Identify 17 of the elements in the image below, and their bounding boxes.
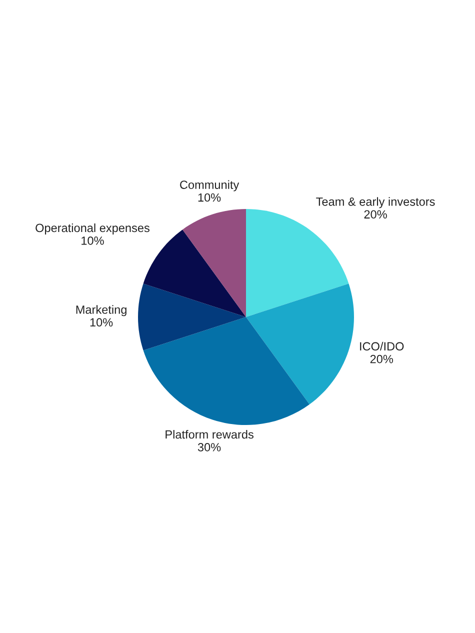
slice-label: Team & early investors (316, 197, 435, 208)
data-label: 30% (198, 443, 221, 452)
pie-slice (246, 284, 354, 404)
slice-label: Platform rewards (166, 430, 254, 439)
pie-slice (143, 317, 310, 425)
data-label: 10% (90, 318, 113, 327)
data-label: 10% (198, 193, 221, 202)
data-label: 20% (364, 210, 387, 219)
slice-label: Marketing (76, 305, 126, 316)
slice-label: Operational expenses (36, 223, 150, 234)
slice-label: Community (180, 180, 240, 192)
data-label: 20% (370, 354, 394, 364)
pie-slice (246, 209, 349, 317)
slice-label: ICO/IDO (360, 342, 404, 351)
data-label: 10% (82, 236, 104, 245)
pie-slice (138, 284, 246, 350)
pie-slice (182, 209, 246, 317)
